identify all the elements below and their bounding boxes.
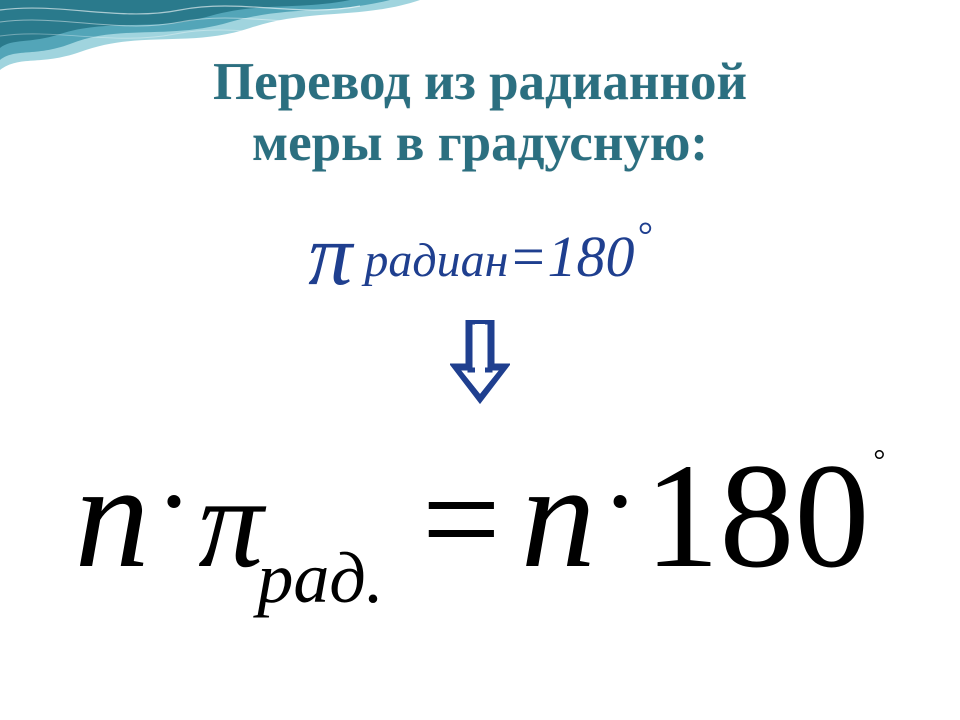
formula-180: 180 — [644, 433, 869, 599]
title-line-1: Перевод из радианной — [213, 53, 747, 111]
formula-pi: π — [198, 451, 263, 595]
title-line-2: меры в градусную: — [252, 114, 708, 172]
formula-equals: = — [422, 442, 501, 597]
slide: Перевод из радианной меры в градусную: π… — [0, 0, 960, 720]
radian-word: радиан — [352, 234, 508, 287]
formula-dot-2: · — [602, 440, 639, 562]
pi-radian-statement: π радиан=180° — [0, 205, 960, 306]
equals-180: =180 — [508, 224, 634, 289]
formula-dot-1: · — [156, 440, 193, 562]
formula-subscript-rad: рад. — [257, 538, 383, 618]
pi-symbol: π — [308, 207, 352, 304]
formula-n-right: n — [521, 433, 596, 599]
down-double-arrow-icon — [450, 320, 510, 409]
conversion-formula: n·πрад.=n·180° — [0, 430, 960, 620]
formula-degree-sup: ° — [873, 444, 885, 477]
slide-title: Перевод из радианной меры в градусную: — [0, 52, 960, 174]
formula-n-left: n — [75, 433, 150, 599]
degree-symbol: ° — [637, 215, 652, 257]
